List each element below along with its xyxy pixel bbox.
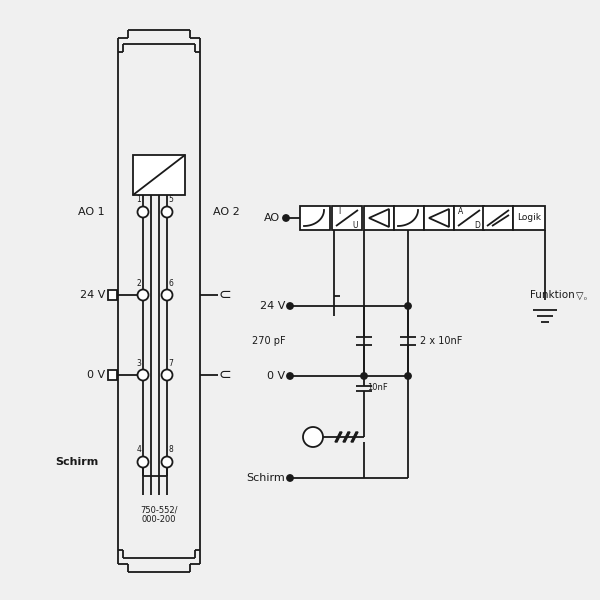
- Circle shape: [303, 427, 323, 447]
- Text: 270 pF: 270 pF: [253, 336, 286, 346]
- Text: ⊂: ⊂: [218, 367, 231, 383]
- Circle shape: [137, 206, 149, 217]
- Bar: [108, 370, 117, 380]
- Text: 5: 5: [169, 196, 173, 205]
- Text: Schirm: Schirm: [55, 457, 98, 467]
- Text: 24 V: 24 V: [260, 301, 285, 311]
- Bar: [483, 206, 513, 230]
- Text: D: D: [474, 220, 480, 229]
- Bar: [424, 206, 454, 230]
- Bar: [133, 155, 185, 195]
- Text: I: I: [338, 206, 340, 215]
- Polygon shape: [351, 432, 358, 442]
- Bar: [300, 206, 330, 230]
- Circle shape: [161, 206, 173, 217]
- Circle shape: [137, 289, 149, 301]
- Text: Logik: Logik: [517, 214, 541, 223]
- Text: 2: 2: [137, 278, 142, 287]
- Circle shape: [137, 457, 149, 467]
- Text: 8: 8: [169, 445, 173, 455]
- Text: 3: 3: [137, 358, 142, 367]
- Text: 6: 6: [169, 278, 173, 287]
- Text: 2 x 10nF: 2 x 10nF: [420, 336, 463, 346]
- Bar: [108, 290, 117, 300]
- Circle shape: [287, 373, 293, 379]
- Text: 10nF: 10nF: [367, 383, 388, 392]
- Circle shape: [161, 457, 173, 467]
- Bar: [513, 206, 545, 230]
- Circle shape: [287, 475, 293, 481]
- Circle shape: [361, 373, 367, 379]
- Text: 0 V: 0 V: [267, 371, 285, 381]
- Text: 0 V: 0 V: [87, 370, 105, 380]
- Bar: [454, 206, 484, 230]
- Circle shape: [405, 373, 411, 379]
- Polygon shape: [369, 209, 389, 227]
- Circle shape: [287, 303, 293, 309]
- Text: 000-200: 000-200: [142, 515, 176, 524]
- Text: AO: AO: [264, 213, 280, 223]
- Text: AO 1: AO 1: [79, 207, 105, 217]
- Text: A: A: [458, 206, 464, 215]
- Polygon shape: [429, 209, 449, 227]
- Text: 7: 7: [169, 358, 173, 367]
- Text: ▽: ▽: [576, 291, 583, 301]
- Text: 24 V: 24 V: [80, 290, 105, 300]
- Text: Funktion: Funktion: [530, 290, 575, 300]
- Circle shape: [161, 370, 173, 380]
- Text: 750-552/: 750-552/: [140, 505, 178, 514]
- Text: Schirm: Schirm: [246, 473, 285, 483]
- Bar: [364, 206, 394, 230]
- Text: ₀: ₀: [584, 295, 587, 301]
- Circle shape: [283, 215, 289, 221]
- Text: U: U: [352, 220, 358, 229]
- Bar: [394, 206, 424, 230]
- Text: 4: 4: [137, 445, 142, 455]
- Polygon shape: [343, 432, 350, 442]
- Bar: [332, 206, 362, 230]
- Polygon shape: [335, 432, 342, 442]
- Text: AO 2: AO 2: [213, 207, 240, 217]
- Circle shape: [405, 303, 411, 309]
- Circle shape: [137, 370, 149, 380]
- Text: 1: 1: [137, 196, 142, 205]
- Text: ⊂: ⊂: [218, 287, 231, 302]
- Circle shape: [161, 289, 173, 301]
